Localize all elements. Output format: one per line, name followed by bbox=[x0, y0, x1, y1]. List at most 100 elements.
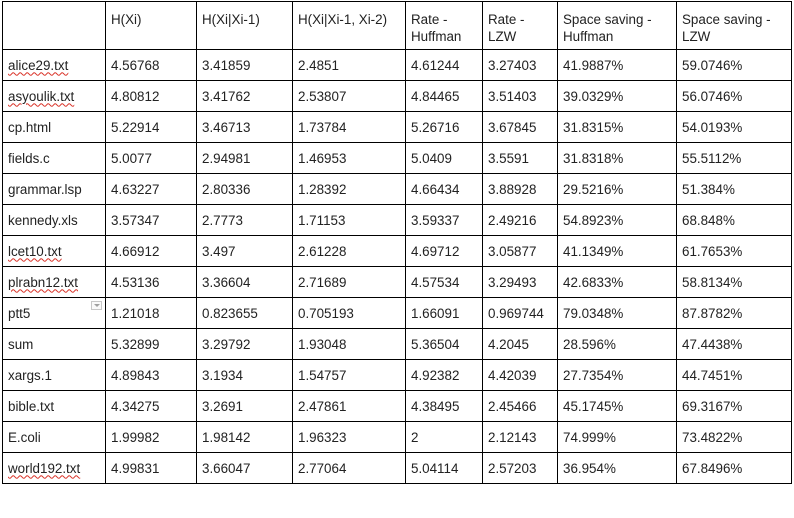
cell-space-saving-lzw[interactable]: 59.0746% bbox=[676, 49, 792, 81]
cell-h-xi[interactable]: 4.34275 bbox=[105, 390, 197, 422]
cell-rate-huffman[interactable]: 4.57534 bbox=[405, 266, 483, 298]
cell-h-xi-given-prev2[interactable]: 1.54757 bbox=[292, 359, 406, 391]
cell-file[interactable]: sum bbox=[2, 328, 106, 360]
cell-space-saving-lzw[interactable]: 68.848% bbox=[676, 204, 792, 236]
cell-space-saving-lzw[interactable]: 67.8496% bbox=[676, 452, 792, 484]
cell-rate-lzw[interactable]: 2.12143 bbox=[482, 421, 558, 453]
cell-rate-lzw[interactable]: 3.27403 bbox=[482, 49, 558, 81]
header-cell-rate-huffman[interactable]: Rate - Huffman bbox=[405, 1, 483, 50]
header-cell-file[interactable] bbox=[2, 1, 106, 50]
cell-h-xi-given-prev[interactable]: 2.94981 bbox=[196, 142, 293, 174]
cell-file[interactable]: fields.c bbox=[2, 142, 106, 174]
cell-space-saving-lzw[interactable]: 56.0746% bbox=[676, 80, 792, 112]
cell-h-xi-given-prev2[interactable]: 1.71153 bbox=[292, 204, 406, 236]
cell-rate-lzw[interactable]: 3.5591 bbox=[482, 142, 558, 174]
cell-file[interactable]: ptt5 bbox=[2, 297, 106, 329]
header-cell-h-xi-given-prev[interactable]: H(Xi|Xi-1) bbox=[196, 1, 293, 50]
cell-h-xi[interactable]: 1.99982 bbox=[105, 421, 197, 453]
cell-space-saving-lzw[interactable]: 61.7653% bbox=[676, 235, 792, 267]
cell-h-xi-given-prev[interactable]: 3.66047 bbox=[196, 452, 293, 484]
cell-space-saving-huffman[interactable]: 36.954% bbox=[557, 452, 677, 484]
cell-h-xi-given-prev[interactable]: 3.497 bbox=[196, 235, 293, 267]
cell-rate-huffman[interactable]: 3.59337 bbox=[405, 204, 483, 236]
cell-h-xi-given-prev[interactable]: 3.41762 bbox=[196, 80, 293, 112]
cell-h-xi-given-prev[interactable]: 3.41859 bbox=[196, 49, 293, 81]
cell-space-saving-lzw[interactable]: 54.0193% bbox=[676, 111, 792, 143]
cell-space-saving-huffman[interactable]: 39.0329% bbox=[557, 80, 677, 112]
cell-rate-huffman[interactable]: 4.69712 bbox=[405, 235, 483, 267]
cell-file[interactable]: kennedy.xls bbox=[2, 204, 106, 236]
cell-rate-huffman[interactable]: 4.38495 bbox=[405, 390, 483, 422]
cell-file[interactable]: E.coli bbox=[2, 421, 106, 453]
cell-h-xi-given-prev2[interactable]: 1.28392 bbox=[292, 173, 406, 205]
cell-h-xi-given-prev2[interactable]: 2.47861 bbox=[292, 390, 406, 422]
cell-rate-lzw[interactable]: 3.88928 bbox=[482, 173, 558, 205]
cell-h-xi-given-prev2[interactable]: 1.73784 bbox=[292, 111, 406, 143]
cell-rate-lzw[interactable]: 2.45466 bbox=[482, 390, 558, 422]
cell-space-saving-huffman[interactable]: 41.1349% bbox=[557, 235, 677, 267]
cell-space-saving-huffman[interactable]: 74.999% bbox=[557, 421, 677, 453]
cell-file[interactable]: bible.txt bbox=[2, 390, 106, 422]
cell-h-xi-given-prev2[interactable]: 0.705193 bbox=[292, 297, 406, 329]
cell-h-xi-given-prev[interactable]: 2.7773 bbox=[196, 204, 293, 236]
header-cell-space-saving-lzw[interactable]: Space saving - LZW bbox=[676, 1, 792, 50]
cell-space-saving-huffman[interactable]: 31.8315% bbox=[557, 111, 677, 143]
header-cell-h-xi[interactable]: H(Xi) bbox=[105, 1, 197, 50]
cell-file[interactable]: asyoulik.txt bbox=[2, 80, 106, 112]
cell-rate-huffman[interactable]: 5.0409 bbox=[405, 142, 483, 174]
cell-space-saving-lzw[interactable]: 87.8782% bbox=[676, 297, 792, 329]
cell-rate-huffman[interactable]: 4.61244 bbox=[405, 49, 483, 81]
cell-h-xi-given-prev2[interactable]: 2.53807 bbox=[292, 80, 406, 112]
cell-rate-huffman[interactable]: 5.36504 bbox=[405, 328, 483, 360]
cell-h-xi-given-prev[interactable]: 3.29792 bbox=[196, 328, 293, 360]
cell-h-xi-given-prev[interactable]: 3.46713 bbox=[196, 111, 293, 143]
cell-h-xi[interactable]: 4.56768 bbox=[105, 49, 197, 81]
cell-h-xi-given-prev[interactable]: 1.98142 bbox=[196, 421, 293, 453]
cell-h-xi[interactable]: 3.57347 bbox=[105, 204, 197, 236]
cell-rate-lzw[interactable]: 3.51403 bbox=[482, 80, 558, 112]
cell-h-xi[interactable]: 4.66912 bbox=[105, 235, 197, 267]
cell-rate-lzw[interactable]: 4.42039 bbox=[482, 359, 558, 391]
cell-h-xi[interactable]: 5.0077 bbox=[105, 142, 197, 174]
cell-space-saving-huffman[interactable]: 29.5216% bbox=[557, 173, 677, 205]
cell-space-saving-huffman[interactable]: 41.9887% bbox=[557, 49, 677, 81]
cell-h-xi-given-prev[interactable]: 3.36604 bbox=[196, 266, 293, 298]
cell-rate-lzw[interactable]: 3.29493 bbox=[482, 266, 558, 298]
cell-space-saving-lzw[interactable]: 58.8134% bbox=[676, 266, 792, 298]
cell-h-xi-given-prev2[interactable]: 2.71689 bbox=[292, 266, 406, 298]
cell-h-xi-given-prev[interactable]: 3.1934 bbox=[196, 359, 293, 391]
cell-h-xi[interactable]: 1.21018 bbox=[105, 297, 197, 329]
cell-rate-huffman[interactable]: 4.66434 bbox=[405, 173, 483, 205]
cell-h-xi[interactable]: 5.32899 bbox=[105, 328, 197, 360]
cell-h-xi-given-prev[interactable]: 3.2691 bbox=[196, 390, 293, 422]
cell-space-saving-huffman[interactable]: 45.1745% bbox=[557, 390, 677, 422]
cell-space-saving-lzw[interactable]: 51.384% bbox=[676, 173, 792, 205]
cell-rate-lzw[interactable]: 2.49216 bbox=[482, 204, 558, 236]
cell-space-saving-lzw[interactable]: 44.7451% bbox=[676, 359, 792, 391]
cell-h-xi[interactable]: 4.63227 bbox=[105, 173, 197, 205]
cell-file[interactable]: plrabn12.txt bbox=[2, 266, 106, 298]
cell-h-xi-given-prev2[interactable]: 2.77064 bbox=[292, 452, 406, 484]
cell-h-xi-given-prev[interactable]: 2.80336 bbox=[196, 173, 293, 205]
cell-rate-huffman[interactable]: 2 bbox=[405, 421, 483, 453]
cell-space-saving-huffman[interactable]: 28.596% bbox=[557, 328, 677, 360]
cell-space-saving-lzw[interactable]: 69.3167% bbox=[676, 390, 792, 422]
cell-rate-lzw[interactable]: 2.57203 bbox=[482, 452, 558, 484]
cell-file[interactable]: world192.txt bbox=[2, 452, 106, 484]
cell-space-saving-huffman[interactable]: 79.0348% bbox=[557, 297, 677, 329]
cell-space-saving-huffman[interactable]: 31.8318% bbox=[557, 142, 677, 174]
cell-file[interactable]: cp.html bbox=[2, 111, 106, 143]
cell-rate-lzw[interactable]: 0.969744 bbox=[482, 297, 558, 329]
cell-h-xi-given-prev[interactable]: 0.823655 bbox=[196, 297, 293, 329]
cell-rate-huffman[interactable]: 5.26716 bbox=[405, 111, 483, 143]
cell-rate-huffman[interactable]: 4.84465 bbox=[405, 80, 483, 112]
cell-h-xi-given-prev2[interactable]: 2.4851 bbox=[292, 49, 406, 81]
header-cell-rate-lzw[interactable]: Rate - LZW bbox=[482, 1, 558, 50]
cell-space-saving-lzw[interactable]: 55.5112% bbox=[676, 142, 792, 174]
dropdown-filter-icon[interactable] bbox=[91, 301, 102, 310]
header-cell-space-saving-huffman[interactable]: Space saving - Huffman bbox=[557, 1, 677, 50]
cell-rate-lzw[interactable]: 4.2045 bbox=[482, 328, 558, 360]
cell-rate-huffman[interactable]: 5.04114 bbox=[405, 452, 483, 484]
cell-file[interactable]: grammar.lsp bbox=[2, 173, 106, 205]
cell-space-saving-huffman[interactable]: 54.8923% bbox=[557, 204, 677, 236]
